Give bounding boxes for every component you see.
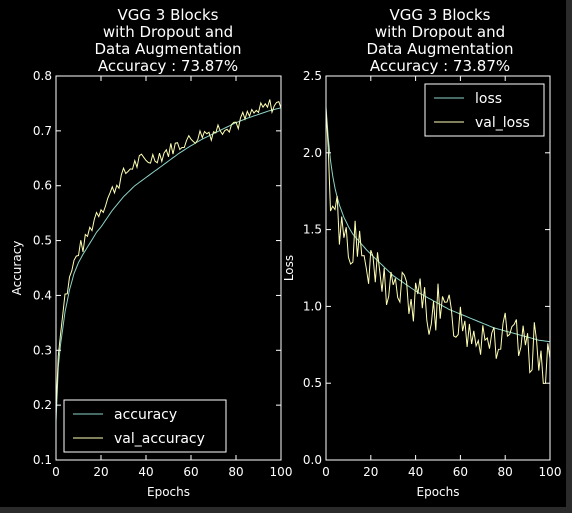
y-tick-label: 0.3	[33, 343, 52, 357]
x-tick-label: 0	[322, 465, 330, 479]
x-tick-label: 20	[363, 465, 378, 479]
x-tick-label: 60	[183, 465, 198, 479]
y-tick-label: 2.0	[303, 146, 322, 160]
y-axis-label: Accuracy	[10, 241, 24, 296]
series-line-loss	[326, 106, 550, 343]
y-tick-label: 0.6	[33, 179, 52, 193]
series-line-val_accuracy	[56, 99, 281, 411]
plot-frame	[325, 75, 551, 461]
y-tick-label: 0.1	[33, 453, 52, 467]
plot-frame	[55, 75, 282, 461]
chart-title-line-3: Accuracy : 73.87%	[370, 57, 510, 75]
legend-label-loss: loss	[475, 91, 502, 107]
chart-title-line-3: Accuracy : 73.87%	[98, 57, 238, 75]
y-tick-label: 0.4	[33, 288, 52, 302]
y-tick-label: 0.5	[33, 234, 52, 248]
y-tick-label: 0.8	[33, 69, 52, 83]
y-tick-label: 0.5	[303, 376, 322, 390]
legend-box	[63, 399, 227, 453]
series-line-val_loss	[326, 109, 550, 385]
y-axis-label: Loss	[282, 255, 296, 281]
chart-title-line-0: VGG 3 Blocks	[390, 6, 491, 24]
chart-title-line-2: Data Augmentation	[366, 40, 513, 58]
x-tick-label: 40	[138, 465, 153, 479]
y-tick-label: 1.5	[303, 223, 322, 237]
chart-title-line-0: VGG 3 Blocks	[118, 6, 219, 24]
chart-title-line-2: Data Augmentation	[94, 40, 241, 58]
x-tick-label: 100	[270, 465, 293, 479]
y-tick-label: 0.0	[303, 453, 322, 467]
x-tick-label: 40	[408, 465, 423, 479]
x-tick-label: 100	[539, 465, 562, 479]
x-axis-label: Epochs	[147, 485, 190, 499]
x-tick-label: 20	[93, 465, 108, 479]
x-tick-label: 0	[52, 465, 60, 479]
figure: VGG 3 Blocks with Dropout and Data Augment…	[0, 0, 566, 507]
x-tick-label: 80	[228, 465, 243, 479]
x-tick-label: 80	[498, 465, 513, 479]
x-tick-label: 60	[453, 465, 468, 479]
legend-label-val_accuracy: val_accuracy	[114, 431, 205, 447]
legend-label-accuracy: accuracy	[114, 407, 177, 423]
chart-title-line-1: with Dropout and	[375, 23, 505, 41]
legend-box	[424, 83, 545, 137]
y-tick-label: 2.5	[303, 69, 322, 83]
chart-title-line-1: with Dropout and	[103, 23, 233, 41]
y-tick-label: 1.0	[303, 299, 322, 313]
series-line-accuracy	[56, 107, 281, 422]
y-tick-label: 0.2	[33, 398, 52, 412]
legend-label-val_loss: val_loss	[475, 115, 530, 131]
x-axis-label: Epochs	[417, 485, 460, 499]
y-tick-label: 0.7	[33, 124, 52, 138]
